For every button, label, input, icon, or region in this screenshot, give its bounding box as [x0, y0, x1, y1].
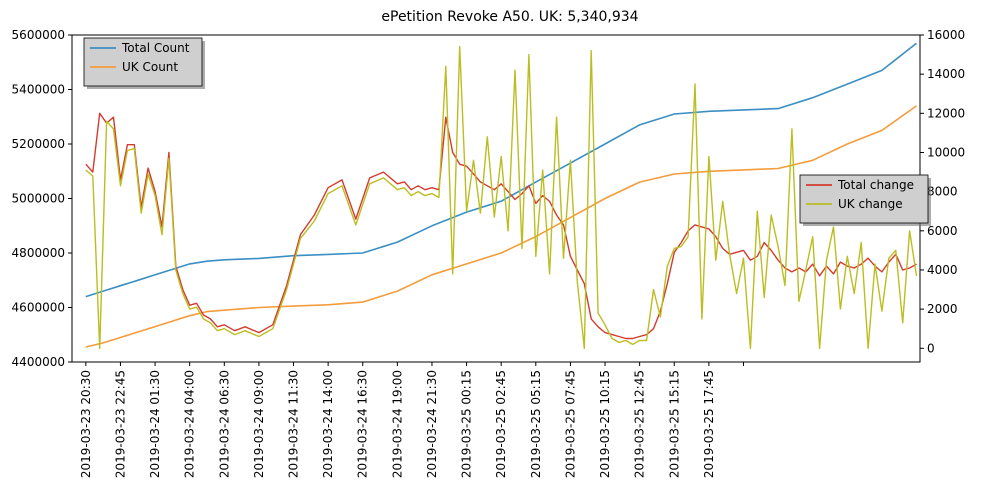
- x-tick-label: 2019-03-25 12:45: [633, 370, 647, 478]
- series-line-uk-change: [85, 46, 918, 349]
- y-right-tick-label: 2000: [927, 302, 958, 316]
- x-tick-label: 2019-03-24 06:30: [217, 370, 231, 478]
- x-tick-label: 2019-03-25 05:15: [529, 370, 543, 478]
- x-tick-label: 2019-03-23 20:30: [79, 370, 93, 478]
- y-left-tick-label: 5200000: [12, 137, 65, 151]
- x-tick-label: 2019-03-24 01:30: [148, 370, 162, 478]
- y-right-tick-label: 0: [927, 341, 935, 355]
- x-tick-label: 2019-03-24 19:00: [390, 370, 404, 478]
- y-right-tick-label: 14000: [927, 67, 965, 81]
- legend-right-box: [799, 174, 929, 224]
- y-right-tick-label: 10000: [927, 145, 965, 159]
- x-tick-label: 2019-03-24 04:00: [183, 370, 197, 478]
- y-right-tick-label: 12000: [927, 106, 965, 120]
- x-tick-label: 2019-03-24 11:30: [287, 370, 301, 478]
- y-left-tick-label: 5600000: [12, 28, 65, 42]
- y-right-tick-label: 8000: [927, 185, 958, 199]
- x-tick-label: 2019-03-25 17:45: [702, 370, 716, 478]
- x-tick-label: 2019-03-23 22:45: [113, 370, 127, 478]
- series-line-total-count: [85, 42, 917, 298]
- x-tick-label: 2019-03-25 02:45: [494, 370, 508, 478]
- legend-label: UK Count: [122, 60, 178, 74]
- x-tick-label: 2019-03-24 14:00: [321, 370, 335, 478]
- x-tick-label: 2019-03-24 16:30: [356, 370, 370, 478]
- legend-label: Total Count: [121, 41, 190, 55]
- legend-left-box: [83, 37, 203, 87]
- x-tick-label: 2019-03-25 10:15: [598, 370, 612, 478]
- y-right-tick-label: 6000: [927, 224, 958, 238]
- x-tick-label: 2019-03-24 21:30: [425, 370, 439, 478]
- y-right-tick-label: 4000: [927, 263, 958, 277]
- y-left-tick-label: 5400000: [12, 83, 65, 97]
- chart-title: ePetition Revoke A50. UK: 5,340,934: [381, 9, 638, 25]
- y-left-tick-label: 5000000: [12, 192, 65, 206]
- legend-right: Total change UK change: [799, 174, 931, 226]
- legend-label: UK change: [838, 197, 903, 211]
- x-tick-label: 2019-03-24 09:00: [252, 370, 266, 478]
- y-left-tick-label: 4400000: [12, 355, 65, 369]
- x-tick-label: 2019-03-25 07:45: [563, 370, 577, 478]
- legend-left: Total Count UK Count: [83, 37, 205, 89]
- x-tick-label: 2019-03-25 00:15: [460, 370, 474, 478]
- series-line-total-change: [85, 112, 917, 340]
- y-left-tick-label: 4600000: [12, 301, 65, 315]
- y-right-tick-label: 16000: [927, 28, 965, 42]
- y-left-tick-label: 4800000: [12, 246, 65, 260]
- series-line-uk-count: [85, 105, 917, 348]
- x-tick-label: 2019-03-25 15:15: [667, 370, 681, 478]
- legend-label: Total change: [837, 178, 914, 192]
